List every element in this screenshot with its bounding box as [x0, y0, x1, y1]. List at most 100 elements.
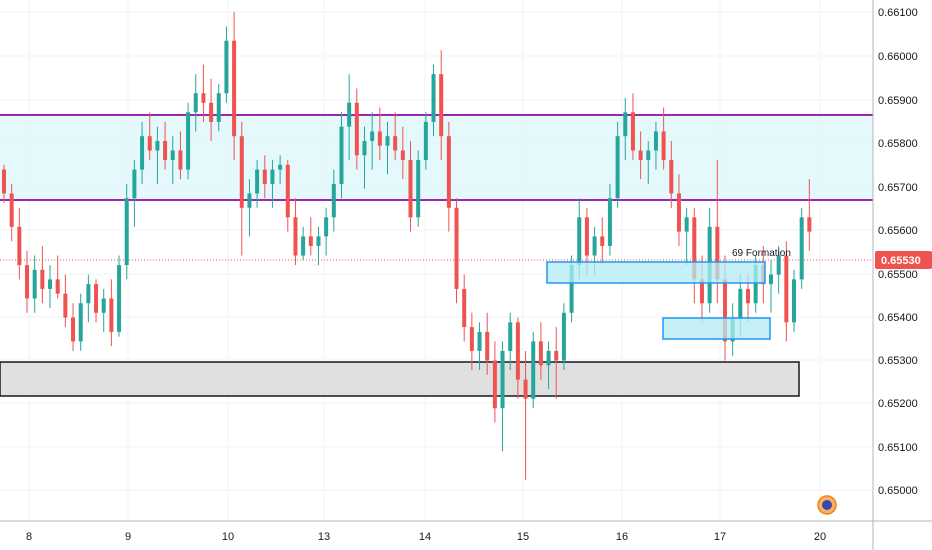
candle-body [408, 160, 413, 218]
time-tick-label: 13 [318, 531, 330, 543]
candle-body [439, 74, 444, 137]
candle-body [17, 226, 22, 266]
candles [2, 12, 812, 480]
time-tick-label: 14 [419, 531, 431, 543]
candle-body [692, 217, 697, 280]
support-zone [0, 361, 800, 397]
candle-body [362, 140, 367, 156]
candle-body [423, 121, 428, 161]
candle-body [201, 93, 206, 103]
candle-body [592, 236, 597, 256]
candle-body [94, 284, 99, 313]
price-tick-label: 0.65700 [878, 182, 918, 194]
candle-body [600, 236, 605, 246]
candle-body [792, 279, 797, 323]
candle-body [239, 136, 244, 208]
candle-body [293, 217, 298, 256]
candle-body [55, 279, 60, 294]
candle-body [577, 217, 582, 266]
candle-body [531, 341, 536, 399]
candle-body [500, 350, 505, 409]
candle-body [607, 198, 612, 246]
candle-body [117, 265, 122, 332]
candle-body [216, 93, 221, 122]
candle-body [569, 265, 574, 313]
candle-body [63, 293, 68, 318]
time-tick-label: 9 [125, 531, 131, 543]
candle-body [147, 136, 152, 151]
candle-body [554, 350, 559, 361]
candle-body [40, 269, 45, 289]
time-tick-label: 10 [222, 531, 234, 543]
candle-body [638, 150, 643, 161]
candle-body [446, 136, 451, 208]
candle-body [538, 341, 543, 366]
candle-body [71, 317, 76, 342]
candle-body [416, 160, 421, 218]
candle-body [163, 140, 168, 161]
time-tick-label: 16 [616, 531, 628, 543]
candle-body [247, 193, 252, 208]
candle-body [32, 269, 37, 299]
candle-body [561, 312, 566, 361]
price-tick-label: 0.65100 [878, 442, 918, 454]
annotation-69-formation: 69 Formation [732, 248, 791, 259]
candle-body [523, 379, 528, 399]
candle-body [676, 193, 681, 232]
time-tick-label: 8 [26, 531, 32, 543]
resistance-zone [0, 115, 873, 200]
candle-body [209, 102, 214, 122]
price-tick-label: 0.65600 [878, 225, 918, 237]
candle-body [2, 169, 6, 194]
candle-body [78, 303, 83, 342]
last-price-label: 0.65530 [881, 255, 921, 267]
candle-body [508, 322, 513, 351]
candle-body [370, 131, 375, 141]
candle-body [170, 150, 175, 161]
candle-body [722, 279, 727, 342]
candle-body [492, 360, 497, 409]
candle-body [9, 193, 14, 227]
price-tick-label: 0.66100 [878, 7, 918, 19]
candle-body [769, 274, 773, 285]
price-tick-label: 0.66000 [878, 51, 918, 63]
candle-body [400, 150, 405, 161]
session-badge-inner-icon [822, 500, 832, 510]
candle-body [615, 136, 620, 199]
time-tick-label: 20 [814, 531, 826, 543]
candle-body [178, 150, 183, 170]
last-price-tag [875, 251, 932, 269]
candle-body [232, 40, 237, 137]
candle-body [109, 298, 114, 332]
price-tick-label: 0.65800 [878, 138, 918, 150]
candle-body [347, 102, 352, 127]
candle-body [377, 131, 382, 146]
candle-body [715, 226, 720, 280]
candle-body [140, 136, 145, 170]
candle-body [477, 331, 482, 351]
candle-body [224, 40, 229, 94]
candle-body [316, 236, 321, 246]
candle-body [270, 169, 275, 184]
candle-body [661, 131, 666, 161]
candle-body [324, 217, 329, 237]
candle-body [630, 112, 635, 151]
candle-body [354, 102, 359, 156]
candle-body [807, 217, 812, 232]
price-tick-label: 0.65000 [878, 485, 918, 497]
candle-body [132, 169, 137, 199]
price-tick-label: 0.65500 [878, 269, 918, 281]
candle-body [25, 265, 30, 299]
time-tick-label: 17 [714, 531, 726, 543]
candle-body [584, 217, 589, 256]
candle-body [48, 279, 53, 289]
candle-body [485, 331, 490, 361]
candle-body [454, 207, 459, 289]
candle-body [285, 164, 290, 218]
candle-body [278, 164, 283, 170]
candle-body [124, 198, 129, 266]
candle-body [186, 112, 191, 170]
